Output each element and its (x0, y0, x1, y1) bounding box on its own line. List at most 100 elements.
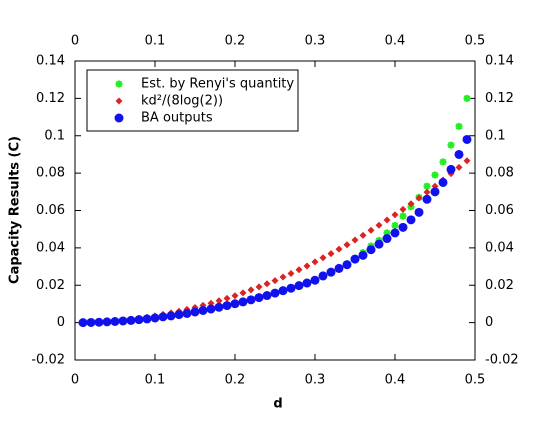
point (375, 221, 383, 229)
point (255, 283, 263, 291)
point (447, 141, 455, 149)
point (206, 304, 216, 314)
y-tick-label-right: 0.12 (485, 91, 514, 106)
point (366, 245, 376, 255)
x-tick-label-top: 0.2 (225, 34, 246, 49)
y-tick-label-right: 0.14 (485, 54, 514, 69)
y-tick-label: 0.1 (44, 128, 65, 143)
point (438, 177, 448, 187)
point (367, 226, 375, 234)
legend-label: Est. by Renyi's quantity (141, 77, 294, 92)
x-tick-label-top: 0.1 (145, 34, 166, 49)
point (462, 134, 472, 144)
x-tick-label-top: 0 (71, 34, 79, 49)
legend-label: BA outputs (141, 111, 213, 126)
point (86, 317, 96, 327)
y-tick-label-right: 0.06 (485, 203, 514, 218)
point (463, 157, 471, 165)
y-tick-label-right: -0.02 (485, 353, 519, 368)
legend-label: kd²/(8log(2)) (141, 94, 223, 109)
point (430, 187, 440, 197)
y-tick-label: -0.02 (31, 353, 65, 368)
point (215, 297, 223, 305)
point (115, 80, 123, 88)
point (335, 245, 343, 253)
point (126, 315, 136, 325)
x-tick-label: 0.5 (465, 373, 486, 388)
point (231, 292, 239, 300)
point (102, 317, 112, 327)
y-tick-label: 0.02 (36, 278, 65, 293)
point (222, 301, 232, 311)
point (247, 286, 255, 294)
point (326, 267, 336, 277)
point (118, 316, 128, 326)
point (286, 283, 296, 293)
y-tick-label: 0.08 (36, 166, 65, 181)
point (359, 231, 367, 239)
point (239, 289, 247, 297)
point (374, 239, 384, 249)
point (334, 263, 344, 273)
x-tick-label: 0 (71, 373, 79, 388)
point (262, 291, 272, 301)
point (94, 317, 104, 327)
point (311, 258, 319, 266)
y-tick-label: 0.04 (36, 240, 65, 255)
point (422, 194, 432, 204)
point (407, 200, 415, 208)
point (358, 250, 368, 260)
point (271, 277, 279, 285)
x-tick-label: 0.4 (385, 373, 406, 388)
point (351, 236, 359, 244)
point (287, 269, 295, 277)
point (214, 302, 224, 312)
point (382, 234, 392, 244)
point (391, 211, 399, 219)
point (398, 222, 408, 232)
point (399, 205, 407, 213)
y-tick-label: 0.12 (36, 91, 65, 106)
point (190, 307, 200, 317)
point (223, 294, 231, 302)
y-tick-label: 0 (57, 315, 65, 330)
point (446, 164, 456, 174)
y-tick-label: 0.06 (36, 203, 65, 218)
point (399, 212, 407, 220)
y-tick-label-right: 0.1 (485, 128, 506, 143)
y-tick-label-right: 0.02 (485, 278, 514, 293)
x-tick-label: 0.2 (225, 373, 246, 388)
point (343, 241, 351, 249)
point (174, 310, 184, 320)
point (295, 266, 303, 274)
point (142, 314, 152, 324)
x-tick-label: 0.3 (305, 373, 326, 388)
point (327, 250, 335, 258)
point (230, 299, 240, 309)
y-axis-label: Capacity Results (C) (8, 136, 23, 284)
point (238, 297, 248, 307)
point (150, 313, 160, 323)
point (383, 216, 391, 224)
point (166, 311, 176, 321)
point (390, 228, 400, 238)
y-tick-label: 0.14 (36, 54, 65, 69)
x-tick-label-top: 0.3 (305, 34, 326, 49)
point (279, 273, 287, 281)
point (350, 254, 360, 264)
point (318, 271, 328, 281)
point (414, 207, 424, 217)
point (439, 158, 447, 166)
x-tick-label-top: 0.5 (465, 34, 486, 49)
point (455, 163, 463, 171)
point (431, 171, 439, 179)
point (319, 254, 327, 262)
point (294, 281, 304, 291)
x-tick-label: 0.1 (145, 373, 166, 388)
point (342, 260, 352, 270)
point (263, 280, 271, 288)
point (454, 149, 464, 159)
point (302, 278, 312, 288)
point (78, 318, 88, 328)
point (423, 182, 431, 190)
